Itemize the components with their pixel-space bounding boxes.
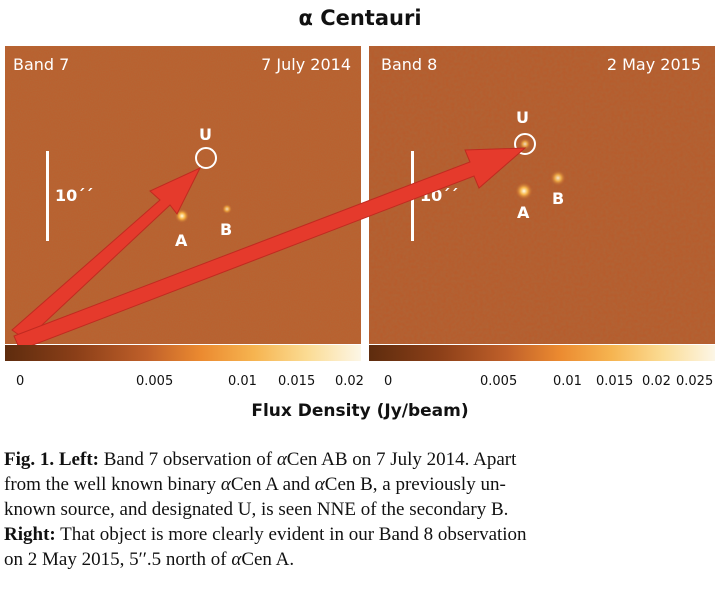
band7-map: Band 7 7 July 2014 10´´ U A B — [5, 46, 361, 344]
source-a-label: A — [175, 231, 188, 250]
date-label: 2 May 2015 — [606, 55, 701, 74]
source-a-label: A — [517, 203, 530, 222]
source-u-label: U — [516, 108, 529, 127]
source-b-blob — [550, 170, 566, 186]
source-u-label: U — [199, 125, 212, 144]
colorbar-left-tick: 0.005 — [136, 374, 174, 389]
colorbar-right-tick: 0.02 — [642, 374, 671, 389]
colorbar-left — [5, 345, 361, 361]
colorbar-left-tick: 0 — [16, 374, 25, 389]
source-b-label: B — [220, 220, 233, 239]
caption-right-heading: Right: — [4, 524, 56, 545]
colorbar-right-tick: 0.005 — [480, 374, 518, 389]
scale-bar — [46, 151, 49, 241]
scale-label: 10´´ — [420, 186, 459, 205]
colorbar-axis-label: Flux Density (Jy/beam) — [251, 401, 469, 421]
colorbar-left-tick: 0.01 — [228, 374, 257, 389]
figure-title: α Centauri — [298, 6, 422, 30]
colorbar-left-tick: 0.02 — [335, 374, 364, 389]
colorbar-left-tick: 0.015 — [278, 374, 316, 389]
colorbar-right — [369, 345, 715, 361]
band-label: Band 7 — [13, 55, 70, 74]
figure-caption: Fig. 1. Left: Band 7 observation of αCen… — [4, 449, 527, 570]
source-b-blob — [222, 204, 232, 214]
date-label: 7 July 2014 — [261, 55, 351, 74]
band-label: Band 8 — [381, 55, 438, 74]
scale-label: 10´´ — [55, 186, 94, 205]
colorbar-right-tick: 0 — [384, 374, 393, 389]
band8-map: Band 8 2 May 2015 10´´ U A B — [369, 46, 715, 344]
source-b-label: B — [552, 189, 565, 208]
scale-bar — [411, 151, 414, 241]
caption-heading: Fig. 1. Left: — [4, 449, 99, 470]
source-a-blob — [515, 182, 533, 200]
source-a-blob — [175, 209, 189, 223]
colorbar-right-tick: 0.025 — [676, 374, 714, 389]
colorbar-right-tick: 0.01 — [553, 374, 582, 389]
colorbar-right-tick: 0.015 — [596, 374, 634, 389]
